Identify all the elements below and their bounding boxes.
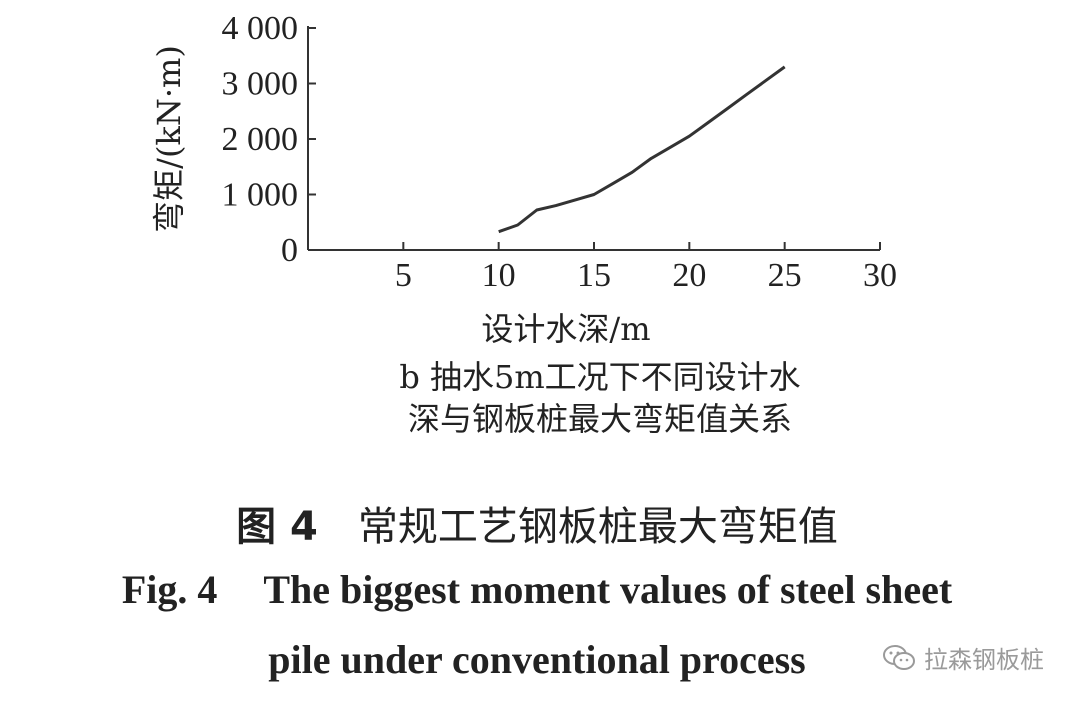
y-axis-title: 弯矩/(kN·m) [150,45,188,233]
x-tick-label: 20 [672,257,706,294]
figure-caption-cn: 图 4 常规工艺钢板桩最大弯矩值 [0,494,1074,552]
x-tick-label: 5 [395,257,412,294]
figure-number-cn: 图 4 [236,504,318,550]
y-tick-label: 4 000 [222,10,299,47]
x-ticks-group: 5 10 15 20 25 30 [395,242,897,294]
figure-title-en-line-1: The biggest moment values of steel sheet [263,567,953,612]
x-tick-label: 10 [482,257,516,294]
y-tick-label: 3 000 [222,66,299,103]
moment-chart: 0 1 000 2 000 3 000 4 000 5 10 15 20 25 30 弯矩/(kN… [150,10,897,348]
figure-title-cn: 常规工艺钢板桩最大弯矩值 [357,504,838,550]
subcaption-line-1: b 抽水5m工况下不同设计水 [399,358,801,396]
series-line-moment [498,65,786,234]
y-ticks-group: 0 1 000 2 000 3 000 4 000 [222,10,316,269]
figure-caption-en-line-1: Fig. 4 The biggest moment values of steel… [0,566,1074,613]
figure-number-en: Fig. 4 [121,567,218,612]
watermark-text: 拉森钢板桩 [924,646,1044,674]
x-tick-label: 15 [577,257,611,294]
subcaption-line-2: 深与钢板桩最大弯矩值关系 [407,400,792,438]
x-axis-title: 设计水深/m [481,310,650,348]
y-tick-label: 0 [281,232,298,269]
y-tick-label: 1 000 [222,177,299,214]
figure-caption-en-line-2: pile under conventional process [0,636,1074,683]
watermark: 拉森钢板桩 [882,640,1044,675]
wechat-icon [883,644,915,670]
x-tick-label: 25 [768,257,802,294]
x-tick-label: 30 [863,257,897,294]
chart-axes [307,26,880,251]
figure-title-en-line-2: pile under conventional process [268,637,806,682]
y-tick-label: 2 000 [222,121,299,158]
